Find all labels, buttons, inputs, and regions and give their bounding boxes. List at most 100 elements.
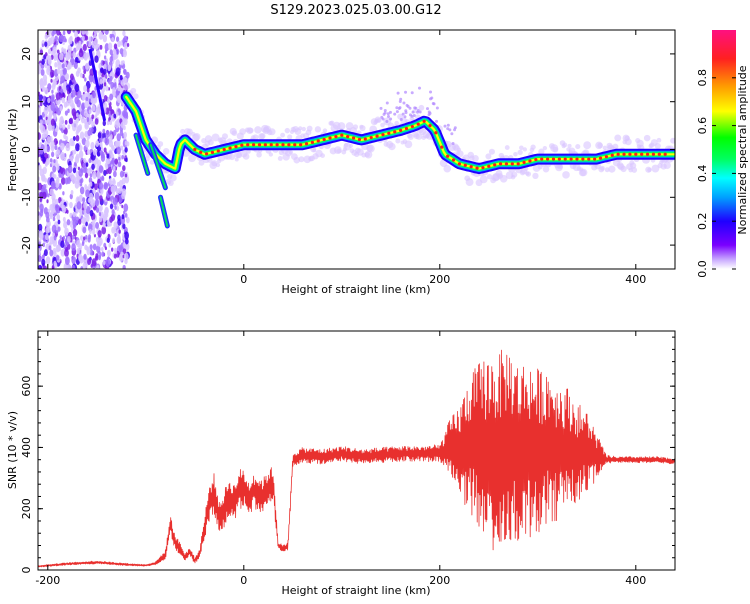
noise-speckle <box>64 110 68 116</box>
ridge-peak <box>628 152 632 156</box>
noise-speckle <box>123 210 126 215</box>
ridge-scatter <box>446 127 450 131</box>
ridge-peak <box>640 152 644 156</box>
ridge-halo <box>624 138 632 146</box>
noise-speckle <box>56 68 61 75</box>
ridge-halo <box>525 171 532 177</box>
colorbar-tick-label: 0.0 <box>696 260 709 278</box>
noise-speckle <box>96 107 100 113</box>
ridge-halo <box>670 137 675 144</box>
noise-speckle <box>113 43 118 50</box>
noise-speckle <box>44 33 48 40</box>
noise-speckle <box>106 120 110 126</box>
noise-speckle <box>81 35 85 41</box>
noise-speckle <box>49 236 54 245</box>
noise-speckle <box>89 181 93 187</box>
noise-speckle <box>50 78 53 83</box>
ridge-halo <box>557 163 563 170</box>
noise-speckle <box>87 258 92 266</box>
ridge-peak <box>210 150 215 154</box>
ridge-peak <box>457 162 461 166</box>
spectrogram-y-ticks: -20 -10 0 10 20 <box>20 47 675 254</box>
noise-speckle <box>90 141 95 150</box>
ridge-peak <box>357 137 362 142</box>
noise-speckle <box>76 90 82 99</box>
noise-speckle <box>45 227 50 234</box>
noise-speckle <box>75 153 80 161</box>
noise-speckle <box>94 183 98 191</box>
snr-y-tick-label: 200 <box>20 498 33 519</box>
noise-speckle <box>49 188 54 196</box>
ridge-halo <box>215 162 221 168</box>
ridge-peak <box>375 134 379 138</box>
noise-speckle <box>115 67 121 76</box>
snr-y-axis-label: SNR (10 * v/v) <box>6 411 19 489</box>
noise-speckle <box>41 254 45 261</box>
noise-speckle <box>93 233 96 238</box>
noise-speckle <box>91 127 94 133</box>
noise-speckle <box>84 77 87 82</box>
noise-speckle <box>110 247 114 252</box>
noise-speckle <box>38 255 42 262</box>
noise-speckle <box>43 106 49 116</box>
noise-speckle <box>119 75 123 81</box>
noise-speckle <box>44 233 49 241</box>
colorbar-ticks: 0.0 0.2 0.4 0.6 0.8 <box>696 69 736 278</box>
ridge-peak <box>510 162 514 166</box>
noise-speckle <box>96 264 100 269</box>
noise-speckle <box>112 87 116 94</box>
noise-speckle <box>65 52 71 61</box>
noise-speckle <box>50 140 55 149</box>
noise-speckle <box>123 131 128 139</box>
ridge-peak <box>645 152 650 156</box>
ridge-halo <box>132 93 139 100</box>
ridge-halo <box>456 150 464 158</box>
noise-speckle <box>113 253 117 259</box>
noise-speckle <box>94 199 99 207</box>
noise-speckle <box>88 229 92 235</box>
noise-speckle <box>40 69 45 76</box>
noise-speckle <box>122 49 128 58</box>
ridge-peak <box>257 143 262 147</box>
noise-speckle <box>85 214 90 223</box>
spectrogram-panel: -200 0 200 400 -20 -10 0 10 20 Height of straig… <box>6 29 676 296</box>
noise-speckle <box>99 78 103 85</box>
ridge-halo <box>612 143 619 150</box>
noise-speckle <box>47 37 53 46</box>
noise-speckle <box>67 236 71 243</box>
noise-speckle <box>111 260 114 265</box>
noise-speckle <box>122 248 127 255</box>
noise-speckle <box>67 165 73 174</box>
ridge-peak <box>440 145 444 149</box>
noise-speckle <box>52 30 57 35</box>
ridge-scatter <box>448 128 452 132</box>
noise-speckle <box>55 198 59 205</box>
spectrogram-x-tick-label: -200 <box>35 273 60 286</box>
noise-speckle <box>66 30 72 35</box>
ridge-peak <box>528 159 532 163</box>
ridge-peak <box>363 137 367 141</box>
noise-speckle <box>125 216 130 224</box>
noise-speckle <box>58 33 64 43</box>
noise-speckle <box>38 182 43 191</box>
noise-speckle <box>56 164 60 171</box>
noise-speckle <box>65 256 70 266</box>
noise-speckle <box>114 232 117 238</box>
ridge-scatter <box>404 111 408 115</box>
ridge-halo <box>337 122 346 131</box>
noise-speckle <box>100 91 105 98</box>
noise-speckle <box>92 148 97 156</box>
noise-speckle <box>63 221 68 229</box>
ridge-scatter <box>403 115 407 119</box>
ridge-halo <box>504 145 510 150</box>
noise-speckle <box>91 114 95 120</box>
ridge-halo <box>647 167 652 173</box>
noise-speckle <box>118 156 121 161</box>
ridge-peak <box>346 134 350 139</box>
ridge-peak <box>422 119 426 123</box>
ridge-halo <box>221 133 229 140</box>
ridge-scatter <box>418 86 422 90</box>
noise-speckle <box>60 75 65 84</box>
noise-speckle <box>42 74 48 83</box>
noise-speckle <box>101 226 107 235</box>
